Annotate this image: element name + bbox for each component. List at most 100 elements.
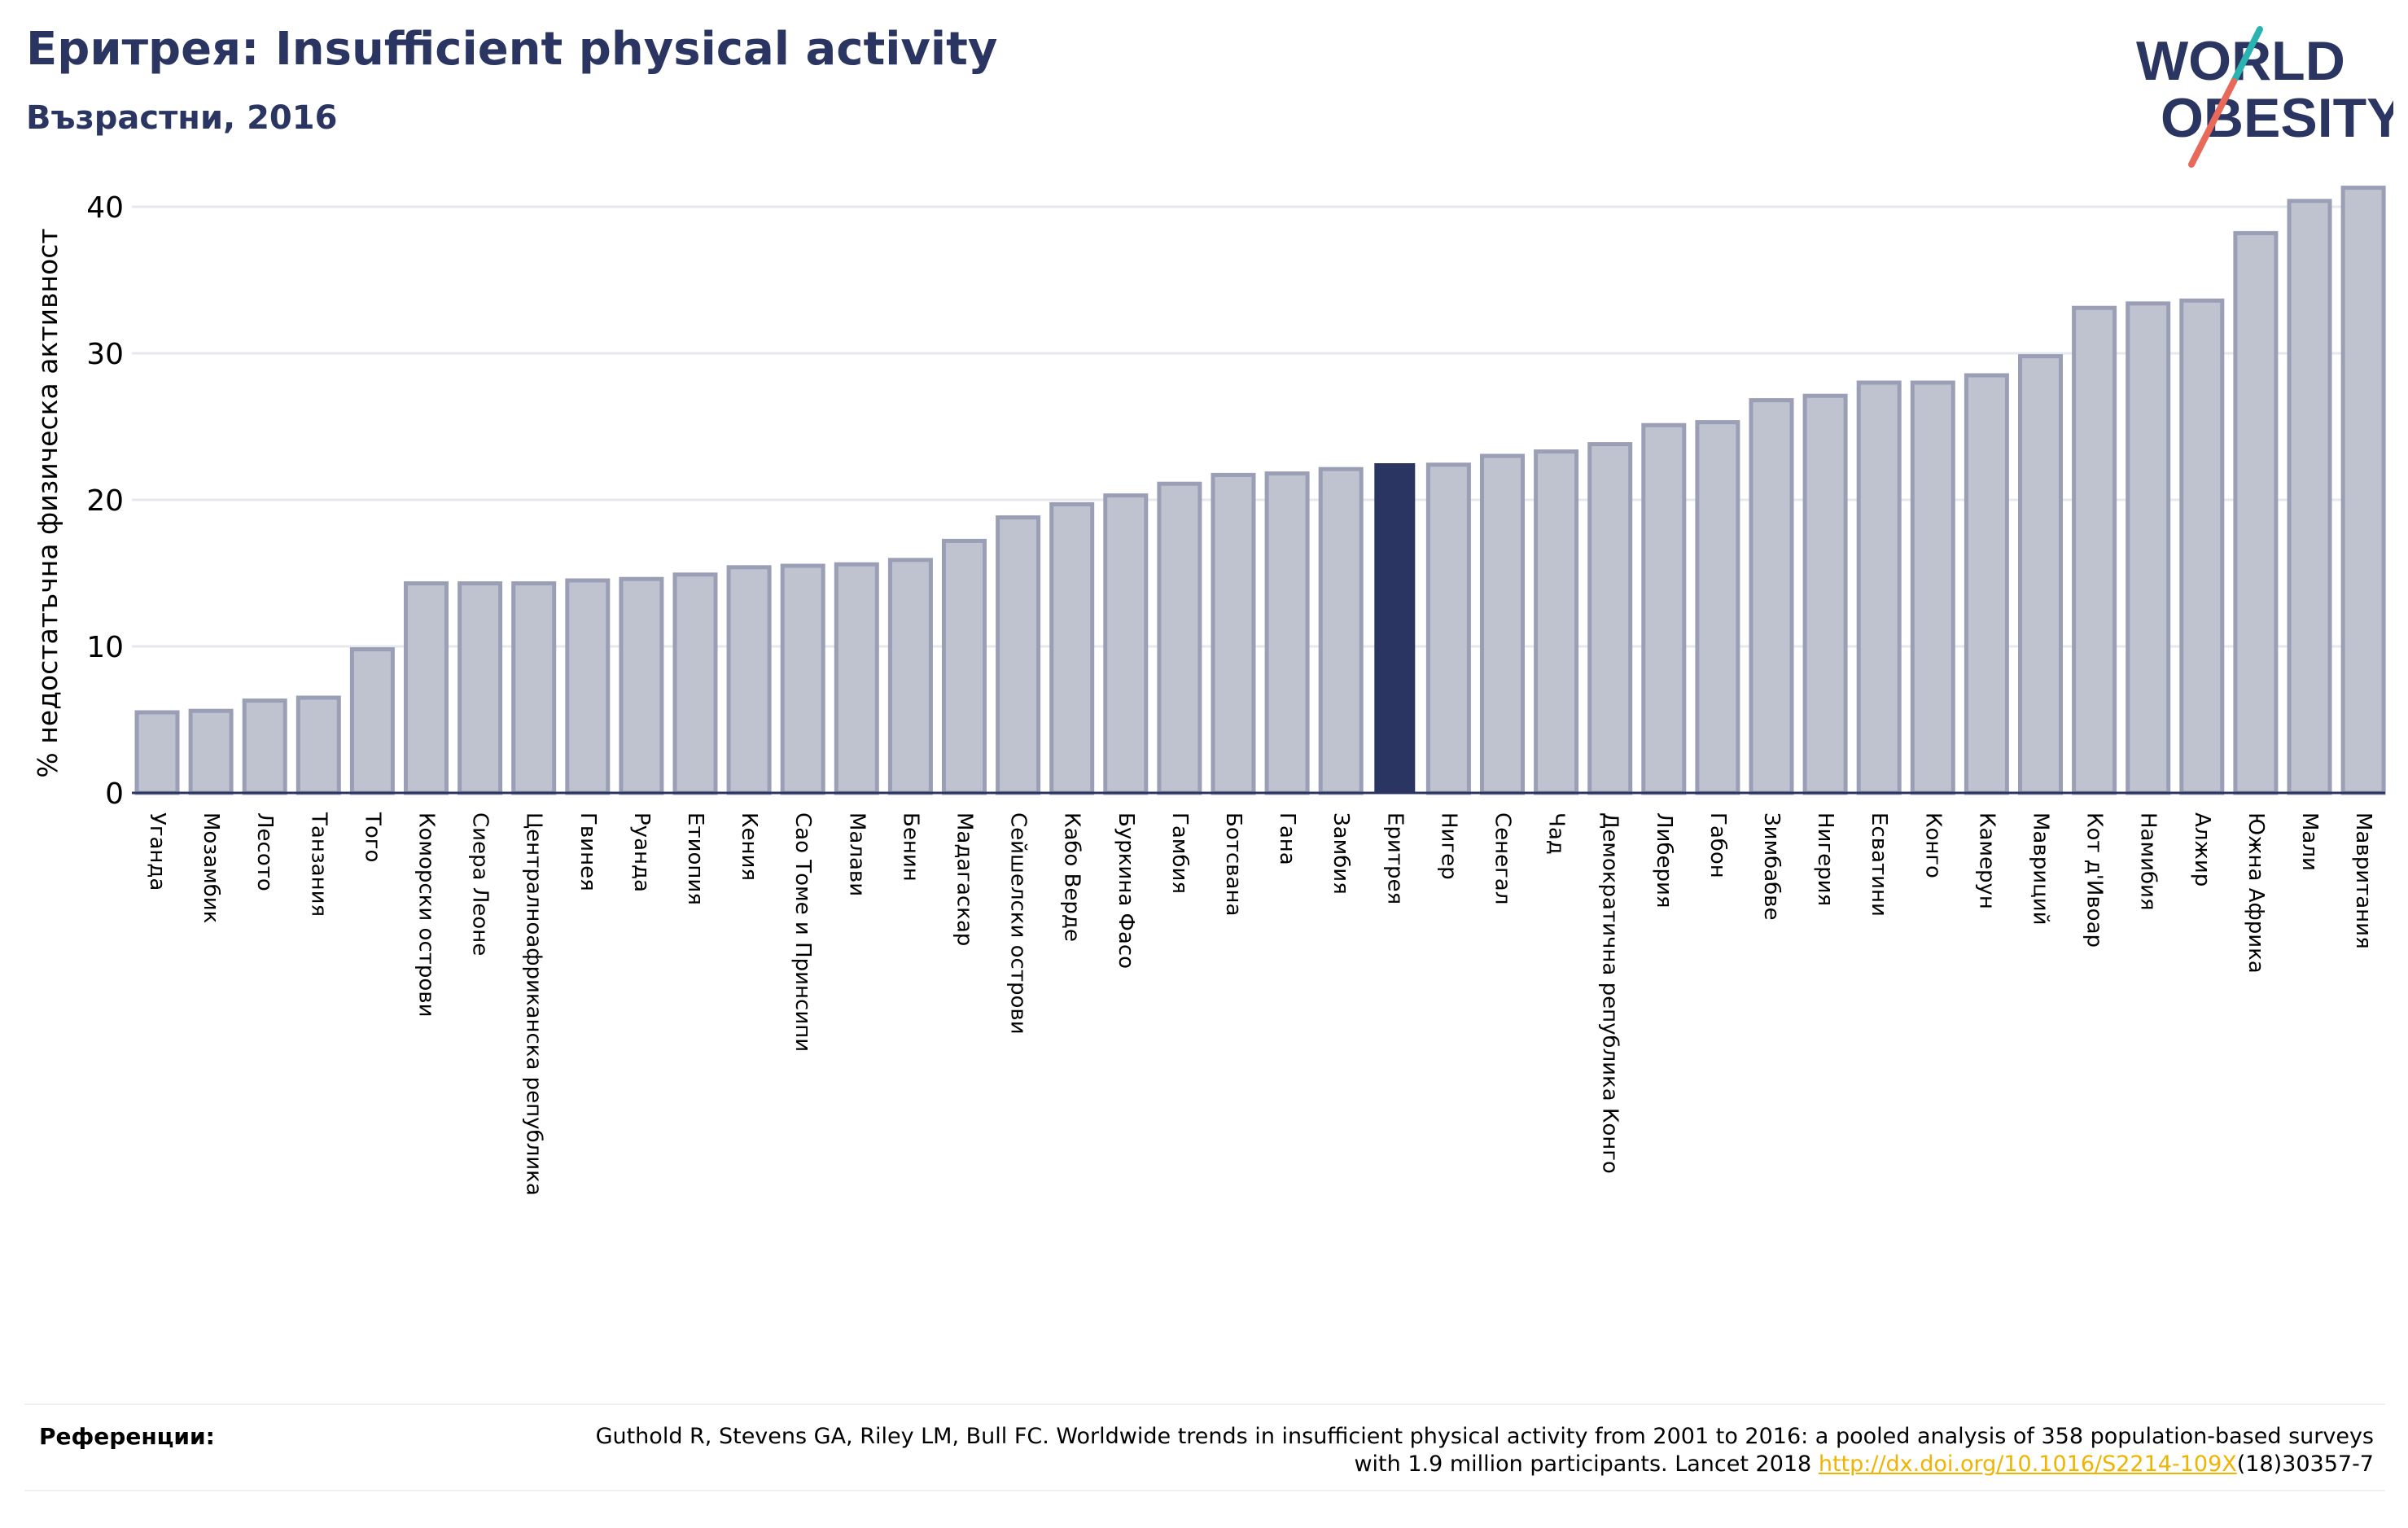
bar	[349, 647, 395, 795]
bar	[942, 538, 987, 795]
bar	[1425, 462, 1471, 795]
bar	[2233, 230, 2279, 795]
x-tick-label: Сиера Леоне	[468, 812, 493, 956]
bar	[2179, 298, 2225, 795]
bar	[2340, 186, 2386, 795]
reference-doi-tail: (18)30357-7	[2236, 1451, 2374, 1477]
x-tick-label: Либерия	[1652, 812, 1676, 908]
x-tick-label: Мавриций	[2029, 812, 2053, 926]
x-tick-label: Гана	[1275, 812, 1299, 865]
x-tick-label: Кот д'Ивоар	[2082, 812, 2107, 948]
x-tick-label: Габон	[1705, 812, 1730, 878]
x-tick-label: Лесото	[252, 812, 277, 891]
x-tick-label: Мавритания	[2351, 812, 2375, 949]
x-tick-label: Гамбия	[1167, 812, 1192, 894]
x-tick-label: Кабо Верде	[1060, 812, 1084, 942]
bar	[887, 558, 933, 795]
labels-layer: Уганда Мозамбик Лесото Танзания Того Коморски…	[145, 812, 2375, 1196]
bar	[458, 581, 503, 795]
x-tick-label: Конго	[1920, 812, 1945, 878]
bar	[1157, 481, 1202, 795]
y-tick-label: 0	[105, 777, 124, 811]
x-tick-label: Еритрея	[1382, 812, 1407, 904]
x-tick-label: Сейшелски острови	[1006, 812, 1031, 1035]
y-tick-label: 40	[86, 191, 124, 225]
x-tick-label: Мали	[2297, 812, 2322, 871]
bar	[672, 572, 718, 795]
x-tick-label: Южна Африка	[2244, 812, 2268, 974]
x-tick-label: Чад	[1544, 812, 1569, 855]
x-tick-label: Танзания	[306, 812, 331, 917]
x-tick-label: Алжир	[2190, 812, 2214, 887]
logo-slash-coral	[2188, 78, 2237, 168]
x-tick-label: Етиопия	[683, 812, 707, 905]
axis-layer: 0 10 20 30 40	[86, 191, 2385, 811]
x-tick-label: Ботсвана	[1221, 812, 1246, 916]
bar	[188, 708, 234, 795]
x-tick-label: Буркина Фасо	[1114, 812, 1138, 969]
bar	[565, 578, 611, 795]
grid-layer	[132, 205, 2385, 648]
logo-word-obesity: OBESITY	[2161, 87, 2393, 149]
bar	[834, 562, 879, 795]
x-tick-label: Централноафриканска република	[522, 812, 546, 1196]
y-axis-label: % недостатъчна физическа активност	[32, 228, 63, 777]
x-tick-label: Нигер	[1436, 812, 1460, 880]
bar	[619, 576, 664, 795]
x-tick-label: Зимбабве	[1759, 812, 1784, 921]
bar	[1103, 493, 1149, 795]
x-tick-label: Бенин	[898, 812, 922, 882]
bar	[1910, 380, 1955, 795]
bar-highlight	[1374, 463, 1416, 793]
x-tick-label: Есватини	[1867, 812, 1891, 917]
bar	[996, 515, 1041, 795]
bar	[1264, 471, 1310, 795]
x-tick-label: Уганда	[145, 812, 169, 891]
x-tick-label: Мадагаскар	[952, 812, 977, 946]
logo-slash-teal	[2231, 26, 2263, 85]
bar	[1318, 466, 1364, 795]
x-tick-label: Намибия	[2136, 812, 2161, 911]
reference-citation: Guthold R, Stevens GA, Riley LM, Bull FC…	[595, 1424, 2374, 1477]
reference-doi-link[interactable]: http://dx.doi.org/10.1016/S2214-109X	[1818, 1451, 2237, 1477]
bar-chart: 0 10 20 30 40 Уганда Мозамбик Лесото Танзания То…	[32, 186, 2386, 1196]
bar	[726, 565, 772, 795]
bar	[1695, 420, 1740, 795]
bar	[1749, 398, 1794, 795]
bar	[2126, 301, 2171, 795]
bar	[1049, 501, 1095, 795]
x-tick-label: Нигерия	[1813, 812, 1837, 906]
x-tick-label: Камерун	[1974, 812, 1999, 909]
bar	[1480, 453, 1525, 795]
bar	[1641, 422, 1687, 795]
y-tick-label: 20	[86, 484, 124, 518]
bar	[1534, 449, 1579, 795]
bar	[1964, 373, 2009, 795]
bar	[242, 698, 287, 795]
bar	[780, 563, 825, 795]
bar	[2287, 199, 2332, 795]
bar	[296, 695, 341, 795]
x-tick-label: Гвинея	[576, 812, 600, 891]
x-tick-label: Мозамбик	[199, 812, 223, 923]
x-tick-label: Малави	[844, 812, 869, 896]
chart-subtitle: Възрастни, 2016	[26, 99, 338, 137]
bar	[1856, 380, 1902, 795]
bar	[1587, 442, 1633, 795]
bar	[404, 581, 449, 795]
x-tick-label: Кения	[737, 812, 761, 881]
bar	[134, 710, 180, 795]
bar	[2018, 354, 2063, 795]
bar	[1802, 393, 1848, 795]
y-tick-label: 10	[86, 631, 124, 664]
x-tick-label: Того	[360, 812, 384, 862]
bar	[511, 581, 557, 795]
references-text: Guthold R, Stevens GA, Riley LM, Bull FC…	[583, 1423, 2374, 1478]
x-tick-label: Руанда	[629, 812, 654, 892]
y-tick-label: 30	[86, 338, 124, 371]
x-tick-label: Демократична република Конго	[1598, 812, 1622, 1174]
world-obesity-logo: WORLD OBESITY	[2136, 26, 2393, 168]
x-tick-label: Коморски острови	[414, 812, 439, 1018]
references-footer: Референции: Guthold R, Stevens GA, Riley…	[24, 1403, 2385, 1491]
bar	[1211, 472, 1256, 795]
